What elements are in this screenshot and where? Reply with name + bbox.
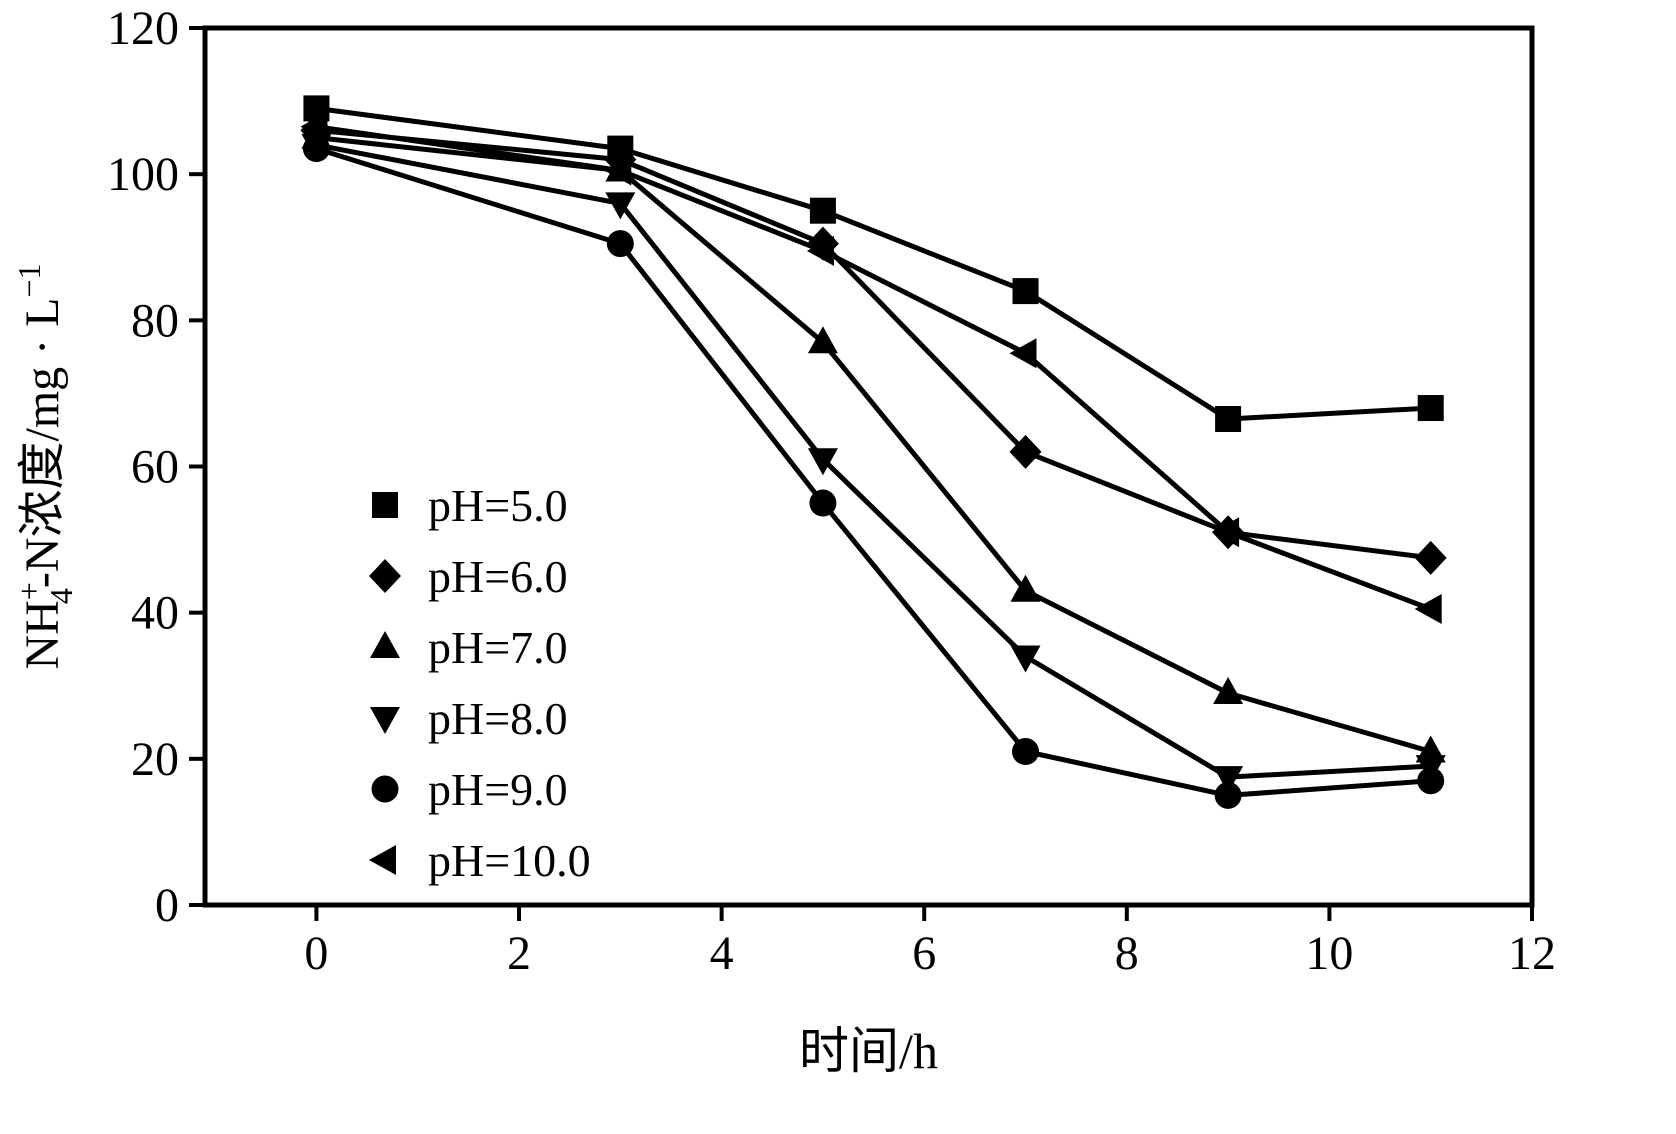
series-marker-triangle-down-icon xyxy=(1010,645,1041,673)
y-tick-label: 60 xyxy=(131,441,179,494)
y-tick-label: 80 xyxy=(131,294,179,347)
series-marker-square-icon xyxy=(1012,278,1039,305)
x-tick-label: 12 xyxy=(1508,927,1556,980)
y-axis-label: NH+4-N浓度/mg · L−1 xyxy=(11,263,79,669)
series-marker-circle-icon xyxy=(606,230,634,258)
series-line-pH=10.0 xyxy=(316,124,1432,612)
series-marker-triangle-left-icon xyxy=(1414,594,1442,625)
series-line-pH=8.0 xyxy=(315,142,1431,780)
series-marker-triangle-down-icon xyxy=(1213,766,1244,794)
legend-label: pH=9.0 xyxy=(428,764,568,815)
y-tick-label: 100 xyxy=(107,148,179,201)
legend-label: pH=7.0 xyxy=(428,622,568,673)
legend-label: pH=6.0 xyxy=(428,551,568,602)
x-tick-label: 6 xyxy=(912,927,936,980)
series-marker-diamond-icon xyxy=(1009,434,1042,469)
legend-marker-triangle-left-icon xyxy=(369,845,396,875)
x-tick-label: 2 xyxy=(507,927,531,980)
legend-label: pH=10.0 xyxy=(428,835,591,886)
series-marker-circle-icon xyxy=(1012,738,1040,766)
legend-marker-circle-icon xyxy=(371,775,399,803)
series-marker-circle-icon xyxy=(1214,781,1242,809)
series-line-pH=6.0 xyxy=(316,127,1432,561)
x-tick-label: 10 xyxy=(1305,927,1353,980)
series-line-pH=5.0 xyxy=(316,105,1431,422)
series-marker-triangle-up-icon xyxy=(807,326,838,354)
legend-marker-triangle-up-icon xyxy=(370,631,400,658)
y-tick-label: 0 xyxy=(155,879,179,932)
series-marker-triangle-left-icon xyxy=(604,155,632,186)
series-marker-square-icon xyxy=(1215,405,1242,432)
series-marker-triangle-left-icon xyxy=(300,111,328,142)
series-marker-circle-icon xyxy=(1417,767,1445,795)
legend-marker-square-icon xyxy=(372,492,398,518)
series-line-pH=9.0 xyxy=(315,146,1431,798)
x-axis-label: 时间/h xyxy=(799,1023,938,1079)
series-marker-triangle-up-icon xyxy=(1213,677,1244,705)
series-marker-triangle-left-icon xyxy=(1009,338,1037,369)
series-marker-triangle-down-icon xyxy=(605,192,636,220)
series-marker-triangle-up-icon xyxy=(1010,574,1041,602)
series-marker-triangle-down-icon xyxy=(807,448,838,476)
y-tick-label: 120 xyxy=(107,2,179,55)
series-marker-diamond-icon xyxy=(1414,540,1447,575)
y-tick-label: 40 xyxy=(131,587,179,640)
series-marker-square-icon xyxy=(809,197,836,224)
legend-marker-triangle-down-icon xyxy=(370,707,400,734)
legend-label: pH=5.0 xyxy=(428,480,568,531)
x-tick-label: 8 xyxy=(1115,927,1139,980)
x-tick-label: 0 xyxy=(304,927,328,980)
series-marker-triangle-left-icon xyxy=(1212,517,1240,548)
x-tick-label: 4 xyxy=(710,927,734,980)
legend-label: pH=8.0 xyxy=(428,693,568,744)
series-marker-circle-icon xyxy=(302,135,330,163)
series-marker-triangle-left-icon xyxy=(806,235,834,266)
series-marker-square-icon xyxy=(1417,395,1444,422)
y-tick-label: 20 xyxy=(131,733,179,786)
legend-marker-diamond-icon xyxy=(369,559,401,593)
series-marker-circle-icon xyxy=(809,489,837,517)
